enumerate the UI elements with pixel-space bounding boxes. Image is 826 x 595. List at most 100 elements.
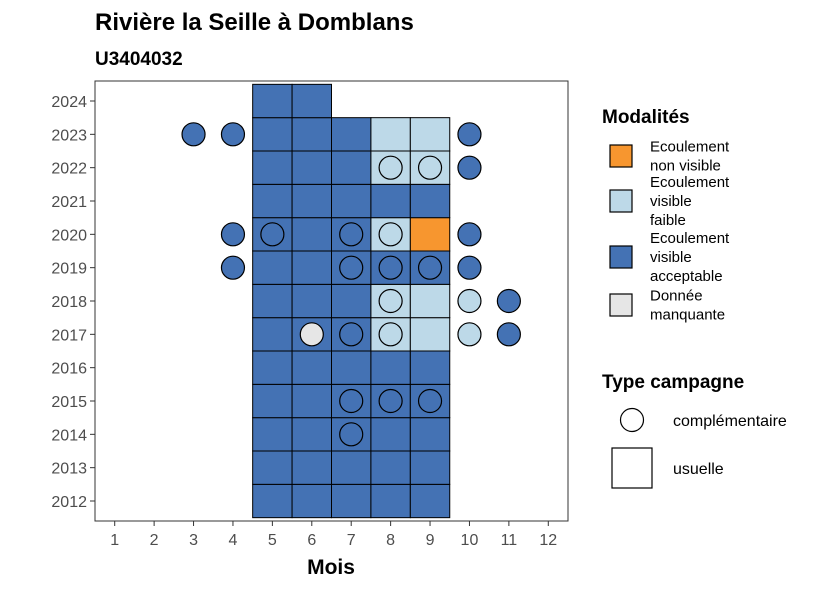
complementaire-point	[457, 322, 482, 347]
usuelle-cell	[409, 483, 451, 519]
usuelle-cell	[409, 450, 451, 485]
usuelle-cell	[409, 417, 451, 452]
complementaire-point	[417, 255, 443, 280]
usuelle-cell	[252, 283, 293, 319]
usuelle-cell	[252, 483, 293, 519]
usuelle-cell	[291, 483, 333, 519]
complementaire-point	[220, 255, 246, 280]
usuelle-cell	[370, 350, 411, 385]
legend-key-vf	[609, 189, 633, 213]
y-tick-label: 2022	[51, 161, 87, 178]
complementaire-point	[299, 322, 324, 347]
x-tick-label: 9	[426, 532, 435, 549]
usuelle-cell	[252, 317, 293, 352]
usuelle-cell	[291, 183, 333, 219]
usuelle-cell	[409, 117, 451, 152]
y-tick-label: 2015	[51, 394, 87, 411]
y-tick-label: 2023	[51, 127, 87, 144]
usuelle-cell	[291, 217, 333, 252]
usuelle-cell	[291, 450, 333, 485]
y-tick-label: 2016	[51, 361, 87, 378]
x-tick-label: 11	[501, 532, 518, 549]
usuelle-cell	[409, 183, 451, 219]
usuelle-cell	[331, 183, 372, 219]
x-tick-label: 1	[110, 532, 119, 549]
legend-label-vf: Ecoulement	[650, 174, 730, 191]
usuelle-cell	[409, 317, 451, 352]
chart-title: Rivière la Seille à Domblans	[95, 9, 414, 36]
complementaire-point	[378, 388, 403, 414]
usuelle-cell	[252, 450, 293, 485]
usuelle-cell	[291, 83, 333, 119]
legend-key-usu	[611, 447, 653, 489]
legend-label-usu: usuelle	[673, 461, 724, 478]
usuelle-cell	[291, 283, 333, 319]
x-tick-label: 10	[461, 532, 479, 549]
usuelle-cell	[331, 283, 372, 319]
complementaire-point	[220, 222, 246, 247]
legend-label-va: visible	[650, 249, 692, 266]
legend-type-campagne: Type campagne complémentaire usuelle	[602, 372, 787, 489]
complementaire-point	[339, 222, 364, 247]
usuelle-cell	[331, 117, 372, 152]
usuelle-cell	[291, 117, 333, 152]
legend-label-dm: Donnée	[650, 288, 703, 305]
usuelle-cell	[252, 183, 293, 219]
legend-label-vf: visible	[650, 193, 692, 210]
complementaire-point	[457, 222, 482, 247]
x-tick-label: 6	[307, 532, 316, 549]
legend-modalites-title: Modalités	[602, 107, 690, 128]
y-tick-label: 2013	[51, 461, 87, 478]
legend-key-comp	[619, 407, 645, 433]
complementaire-point	[339, 388, 364, 414]
complementaire-point	[378, 322, 403, 347]
x-axis-title: Mois	[307, 556, 355, 579]
legend-label-va: Ecoulement	[650, 230, 730, 247]
y-tick-label: 2020	[51, 227, 87, 244]
usuelle-cell	[370, 483, 411, 519]
usuelle-cell	[409, 350, 451, 385]
legend-campagne-title: Type campagne	[602, 372, 744, 393]
x-tick-label: 12	[539, 532, 557, 549]
y-tick-label: 2014	[51, 427, 87, 444]
usuelle-cell	[252, 117, 293, 152]
y-tick-label: 2012	[51, 494, 87, 511]
legend-label-comp: complémentaire	[673, 413, 787, 430]
usuelle-cell	[331, 450, 372, 485]
usuelle-cell	[291, 350, 333, 385]
complementaire-point	[260, 222, 285, 247]
usuelle-cell	[291, 150, 333, 185]
x-tick-label: 8	[386, 532, 395, 549]
usuelle-cell	[409, 217, 451, 252]
legend-key-nv	[609, 144, 633, 168]
y-tick-label: 2024	[51, 94, 87, 111]
usuelle-cell	[252, 250, 293, 285]
complementaire-point	[378, 255, 403, 280]
usuelle-cell	[409, 283, 451, 319]
y-axis: 2012 2013 2014 2015 2016 2017 2018 2019 2020 2021…	[51, 94, 95, 511]
usuelle-cell	[252, 417, 293, 452]
usuelle-cell	[331, 150, 372, 185]
complementaire-point	[378, 155, 403, 180]
complementaire-point	[378, 222, 403, 247]
usuelle-cell	[291, 383, 333, 419]
usuelle-cell	[252, 150, 293, 185]
complementaire-points	[181, 122, 521, 447]
usuelle-cell	[331, 350, 372, 385]
usuelle-cell	[252, 383, 293, 419]
complementaire-point	[457, 255, 482, 280]
usuelle-cells	[252, 83, 451, 519]
complementaire-point	[496, 322, 521, 347]
usuelle-cell	[291, 417, 333, 452]
x-axis: 1 2 3 4 5 6 7 8 9 10 11 12	[110, 521, 557, 549]
legend-key-va	[609, 245, 633, 269]
complementaire-point	[378, 288, 403, 314]
complementaire-point	[417, 155, 443, 180]
y-tick-label: 2019	[51, 261, 87, 278]
usuelle-cell	[252, 83, 293, 119]
y-tick-label: 2018	[51, 294, 87, 311]
usuelle-cell	[370, 117, 411, 152]
x-tick-label: 2	[150, 532, 159, 549]
